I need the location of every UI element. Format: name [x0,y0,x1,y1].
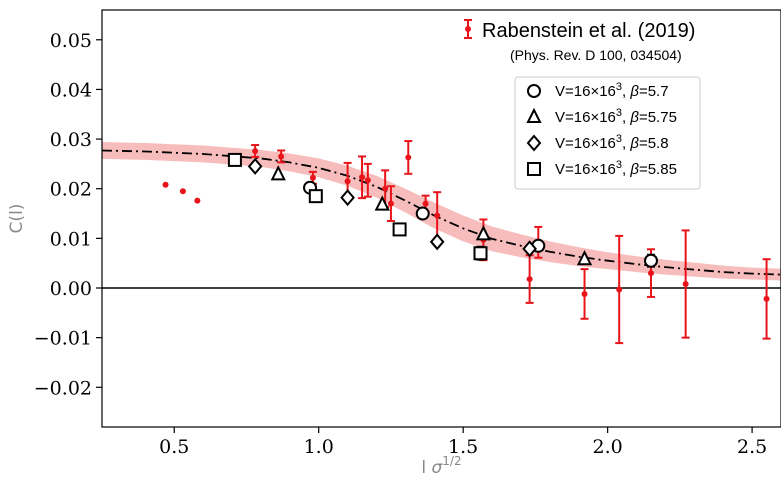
legend-primary-sublabel: (Phys. Rev. D 100, 034504) [510,47,682,63]
legend-secondary: V=16×163, β=5.7 V=16×163, β=5.75 V=16×163,… [514,76,701,190]
data-point-2-2 [475,225,492,241]
data-point-0-1 [179,188,186,195]
data-point-0-8 [364,177,371,184]
y-tick-label-7: 0.05 [50,30,92,52]
y-tick-label-4: 0.02 [50,179,92,201]
data-point-0-9 [382,185,389,192]
data-point-4-1 [308,189,323,204]
data-point-0-15 [526,276,533,283]
data-point-4-3 [473,246,488,261]
data-point-0-20 [682,281,689,288]
data-point-1-3 [643,253,658,268]
data-point-4-2 [392,222,407,237]
fit-curve [101,149,781,276]
data-point-0-10 [387,200,394,207]
band-area [102,142,781,281]
data-point-0-11 [405,154,412,161]
data-point-0-4 [278,153,285,160]
x-axis-label: l σ1/2 [421,454,461,478]
data-point-0-17 [581,290,588,297]
data-point-3-0 [247,157,263,175]
axis-ticks [96,39,753,433]
x-tick-label-3: 2.0 [593,436,623,458]
legend-primary-marker [465,26,471,32]
legend-marker-0 [527,84,541,98]
x-tick-label-0: 0.5 [159,436,189,458]
plot-frame [101,9,781,428]
data-point-0-7 [359,174,366,181]
y-tick-label-2: 0.00 [50,278,92,300]
data-point-0-2 [194,197,201,204]
legend-label-1: V=16×163, β=5.75 [555,107,677,126]
data-point-3-2 [429,233,445,251]
legend-secondary-frame [514,76,701,190]
legend-label-3: V=16×163, β=5.85 [555,159,677,178]
data-point-0-0 [162,181,169,188]
data-point-0-3 [252,147,259,154]
data-point-4-0 [227,152,242,167]
x-tick-label-4: 2.5 [737,436,767,458]
y-tick-label-0: −0.02 [34,377,92,399]
y-tick-label-3: 0.01 [50,228,92,250]
x-tick-label-1: 1.0 [304,436,334,458]
legend-label-0: V=16×163, β=5.7 [555,81,669,100]
x-tick-label-2: 1.5 [448,436,478,458]
data-point-0-12 [422,200,429,207]
data-point-3-1 [340,189,355,207]
data-point-1-1 [415,206,430,221]
data-point-0-13 [434,212,441,219]
data-point-0-5 [309,174,316,181]
y-axis-label: C(l) [7,204,27,234]
legend-primary-label: Rabenstein et al. (2019) [482,20,695,42]
fit-curve-line [101,149,781,276]
legend-primary: Rabenstein et al. (2019) (Phys. Rev. D 1… [464,19,695,63]
data-point-0-6 [344,178,351,185]
data-point-2-3 [576,249,593,266]
y-tick-label-1: −0.01 [34,328,92,350]
data-point-2-1 [374,195,390,211]
data-point-3-3 [522,240,537,258]
tick-labels: 0.5 1.0 1.5 2.0 2.5 −0.02 −0.01 0.00 0.01 0.02 0.0… [34,30,767,458]
data-point-0-21 [763,295,770,302]
data-point-0-18 [616,286,623,293]
data-point-0-19 [647,270,654,277]
legend-label-2: V=16×163, β=5.8 [555,133,669,152]
legend-marker-3 [527,162,541,176]
data-point-2-0 [270,165,286,181]
data-markers [162,147,770,302]
y-tick-label-6: 0.04 [50,79,92,101]
confidence-band [102,142,781,281]
y-tick-label-5: 0.03 [50,129,92,151]
legend-marker-1 [526,107,542,123]
legend-marker-2 [526,134,542,152]
